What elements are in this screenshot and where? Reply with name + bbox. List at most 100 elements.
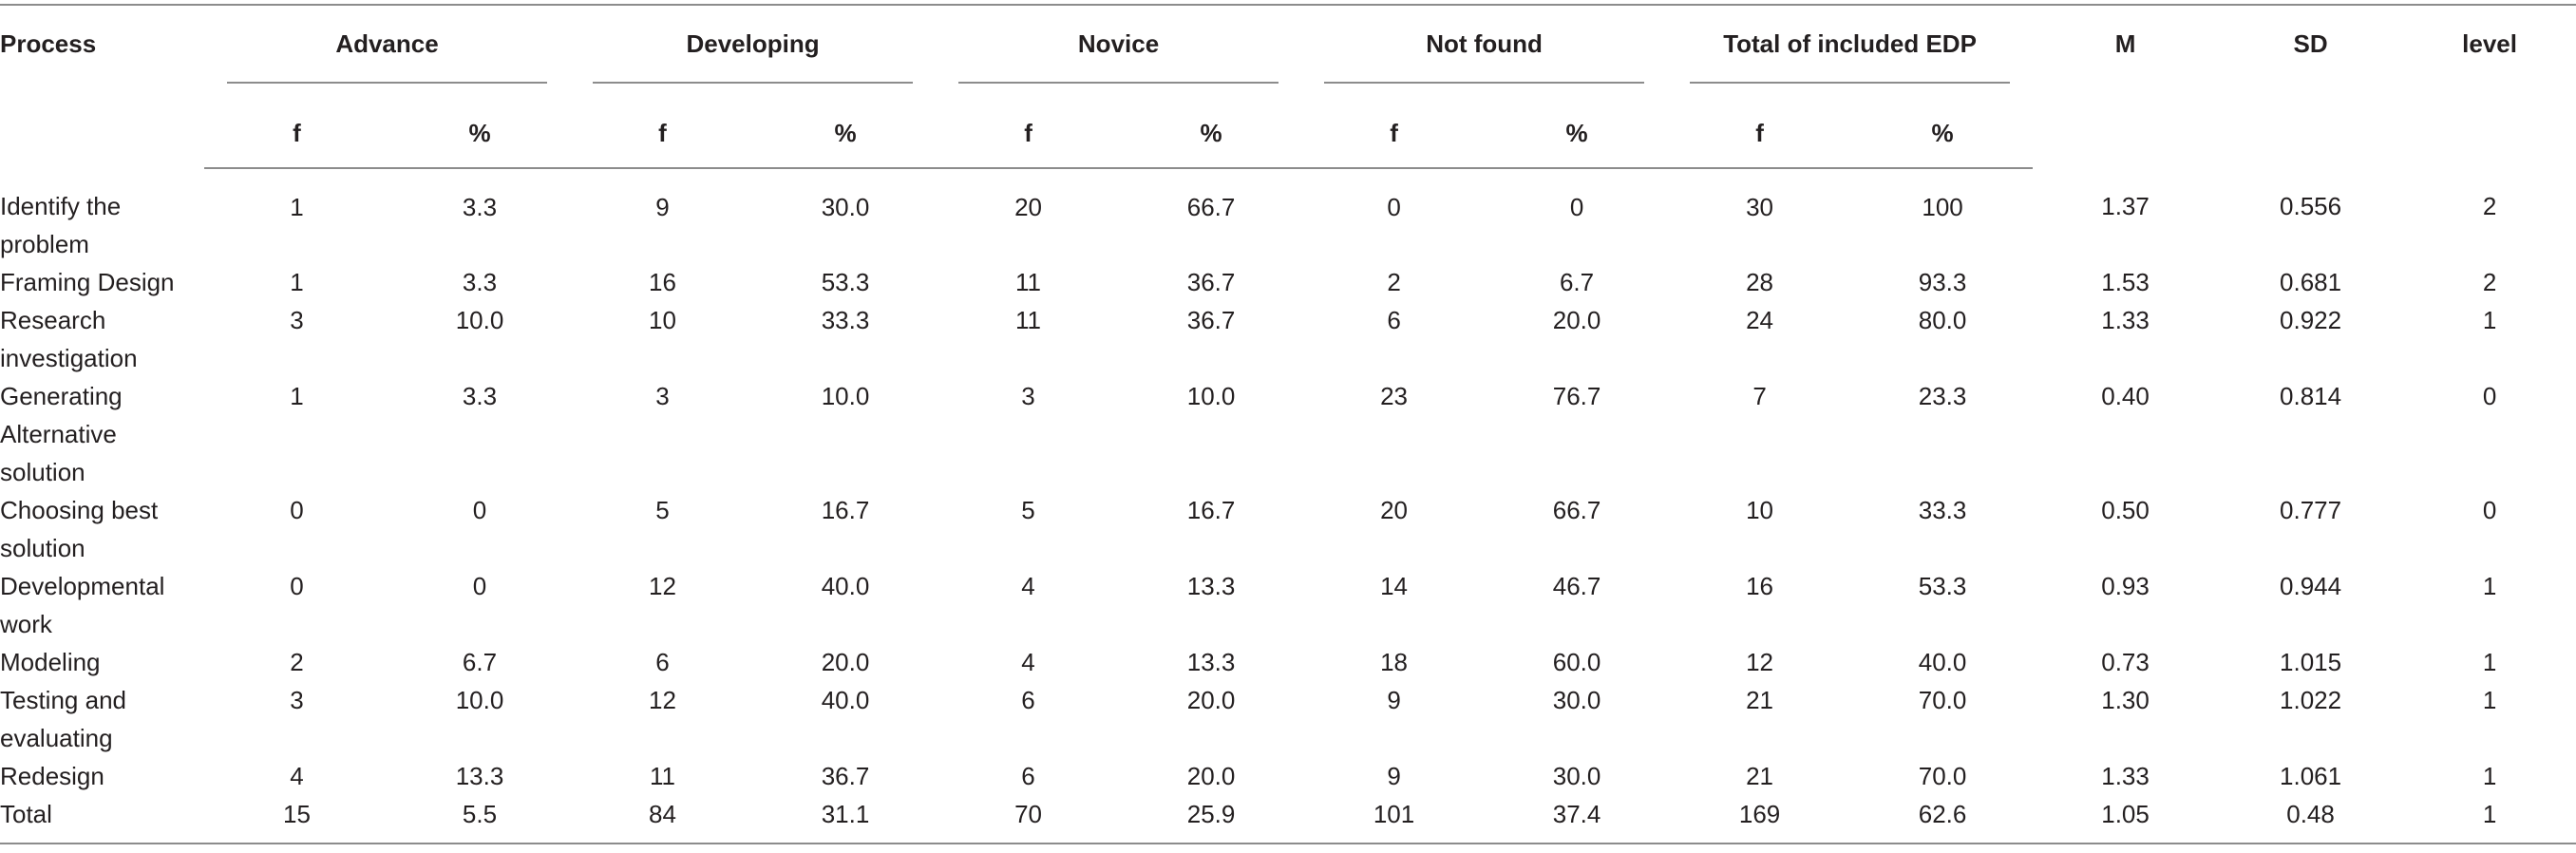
cell: 3 [1021,382,1035,410]
cell: 0 [1569,193,1584,221]
cell: 2 [290,648,304,676]
sd-header: SD [2293,29,2328,58]
sub-header-f: f [204,99,389,169]
level-header: level [2462,29,2517,58]
cell: 30.0 [821,193,870,221]
cell: 1.37 [2101,192,2150,220]
cell: 5 [655,496,670,524]
cell: 0.922 [2280,306,2342,334]
edp-process-table: Process Advance Developing Novice Not fo… [0,4,2576,844]
cell: 53.3 [1918,572,1967,600]
cell: 10.0 [821,382,870,410]
cell: 169 [1667,795,1853,844]
process-cell: Developmental work [0,572,165,638]
cell: 10 [1746,496,1774,524]
cell: 66.7 [1552,496,1601,524]
cell: 1 [2482,572,2497,600]
cell: 0.73 [2101,648,2150,676]
table-row: Redesign 4 13.3 11 36.7 6 20.0 9 30.0 21… [0,757,2576,795]
cell: 12 [649,686,676,714]
group-header-total-edp: Total of included EDP [1667,5,2033,99]
cell: 1 [2482,648,2497,676]
cell: 20.0 [1186,686,1236,714]
cell: 10.0 [455,686,504,714]
cell: 4 [290,762,304,790]
table-row: Framing Design 1 3.3 16 53.3 11 36.7 2 6… [0,263,2576,301]
cell: 20 [1014,193,1042,221]
process-cell: Testing and evaluating [0,686,126,752]
cell: 0.50 [2101,496,2150,524]
cell: 0 [2482,496,2497,524]
cell: 7 [1752,382,1767,410]
sub-header-pct: % [1121,99,1302,169]
cell: 1 [290,382,304,410]
cell: 1.53 [2101,268,2150,296]
cell: 24 [1746,306,1774,334]
cell: 66.7 [1186,193,1236,221]
cell: 30.0 [1552,686,1601,714]
cell: 21 [1746,686,1774,714]
cell: 11 [1015,268,1042,296]
cell: 1 [2482,306,2497,334]
cell: 53.3 [821,268,870,296]
cell: 1 [290,193,304,221]
cell: 0.944 [2280,572,2342,600]
cell: 18 [1380,648,1408,676]
cell: 1.33 [2101,306,2150,334]
cell: 9 [655,193,670,221]
table-row: Generating Alternative solution 1 3.3 3 … [0,377,2576,491]
cell: 6 [1021,762,1035,790]
cell: 10 [649,306,676,334]
table-row: Identify the problem 1 3.3 9 30.0 20 66.… [0,168,2576,263]
sub-header-f: f [1667,99,1853,169]
cell: 6.7 [462,648,498,676]
cell: 6 [655,648,670,676]
sub-header-f: f [570,99,756,169]
process-cell: Modeling [0,648,101,676]
cell: 76.7 [1552,382,1601,410]
cell: 13.3 [1186,648,1236,676]
cell: 9 [1387,686,1401,714]
group-label: Developing [686,29,820,58]
cell: 21 [1746,762,1774,790]
table-row: Research investigation 3 10.0 10 33.3 11… [0,301,2576,377]
cell: 1 [290,268,304,296]
cell: 30.0 [1552,762,1601,790]
cell: 20.0 [1186,762,1236,790]
table-header: Process Advance Developing Novice Not fo… [0,5,2576,169]
cell: 2 [1387,268,1401,296]
cell: 0.93 [2101,572,2150,600]
cell: 1.022 [2280,686,2342,714]
cell: 14 [1380,572,1408,600]
cell: 70.0 [1918,686,1967,714]
cell: 100 [1922,193,1963,221]
cell: 9 [1387,762,1401,790]
cell: 37.4 [1487,795,1668,844]
table-row: Choosing best solution 0 0 5 16.7 5 16.7… [0,491,2576,567]
cell: 1.05 [2033,795,2219,844]
group-underline [1690,82,2011,84]
table-body: Identify the problem 1 3.3 9 30.0 20 66.… [0,168,2576,844]
group-header-novice: Novice [936,5,1301,99]
cell: 20 [1380,496,1408,524]
cell: 33.3 [1918,496,1967,524]
table-row-total: Total 15 5.5 84 31.1 70 25.9 101 37.4 16… [0,795,2576,844]
process-cell: Choosing best solution [0,496,159,562]
table-row: Developmental work 0 0 12 40.0 4 13.3 14… [0,567,2576,643]
cell: 16.7 [1186,496,1236,524]
cell: 1.30 [2101,686,2150,714]
cell: 3.3 [462,382,498,410]
cell: 13.3 [1186,572,1236,600]
process-cell: Redesign [0,762,104,790]
cell: 40.0 [1918,648,1967,676]
cell: 6.7 [1559,268,1595,296]
cell: 4 [1021,572,1035,600]
process-cell: Research investigation [0,306,138,372]
cell: 0 [1387,193,1401,221]
process-cell: Identify the problem [0,192,122,258]
process-cell: Framing Design [0,268,175,296]
cell: 62.6 [1852,795,2034,844]
sub-header-f: f [1301,99,1487,169]
group-underline [1324,82,1645,84]
cell: 5.5 [389,795,571,844]
